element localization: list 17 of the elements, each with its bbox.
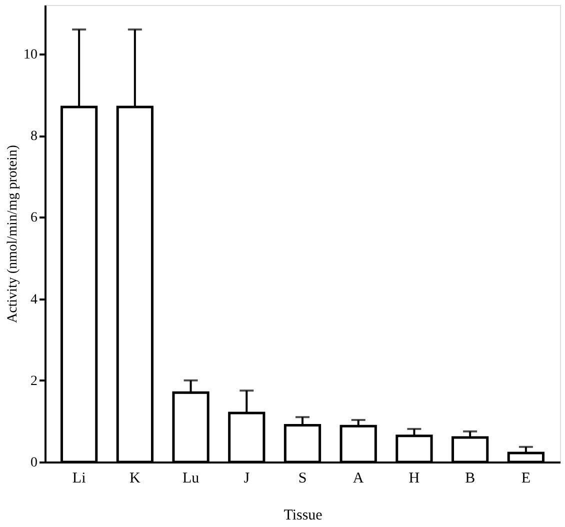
x-tick-label: B xyxy=(465,470,476,486)
y-tick-label: 10 xyxy=(24,47,38,62)
x-axis-title: Tissue xyxy=(284,508,323,524)
y-tick-label: 2 xyxy=(30,374,38,389)
y-tick-label: 8 xyxy=(30,129,38,144)
x-tick-label: S xyxy=(298,470,307,486)
x-tick-label: Lu xyxy=(182,470,200,486)
x-tick-label: E xyxy=(521,470,531,486)
y-tick-label: 0 xyxy=(30,456,38,470)
x-tick-label: K xyxy=(130,470,141,486)
y-axis-title: Activity (nmol/min/mg protein) xyxy=(6,144,20,324)
x-tick-label: Li xyxy=(72,470,86,486)
y-tick-label: 4 xyxy=(30,292,38,308)
x-tick-label: J xyxy=(244,470,250,486)
x-tick-label: A xyxy=(352,470,364,486)
y-tick-label: 6 xyxy=(30,210,38,226)
x-tick-label: H xyxy=(408,470,420,486)
